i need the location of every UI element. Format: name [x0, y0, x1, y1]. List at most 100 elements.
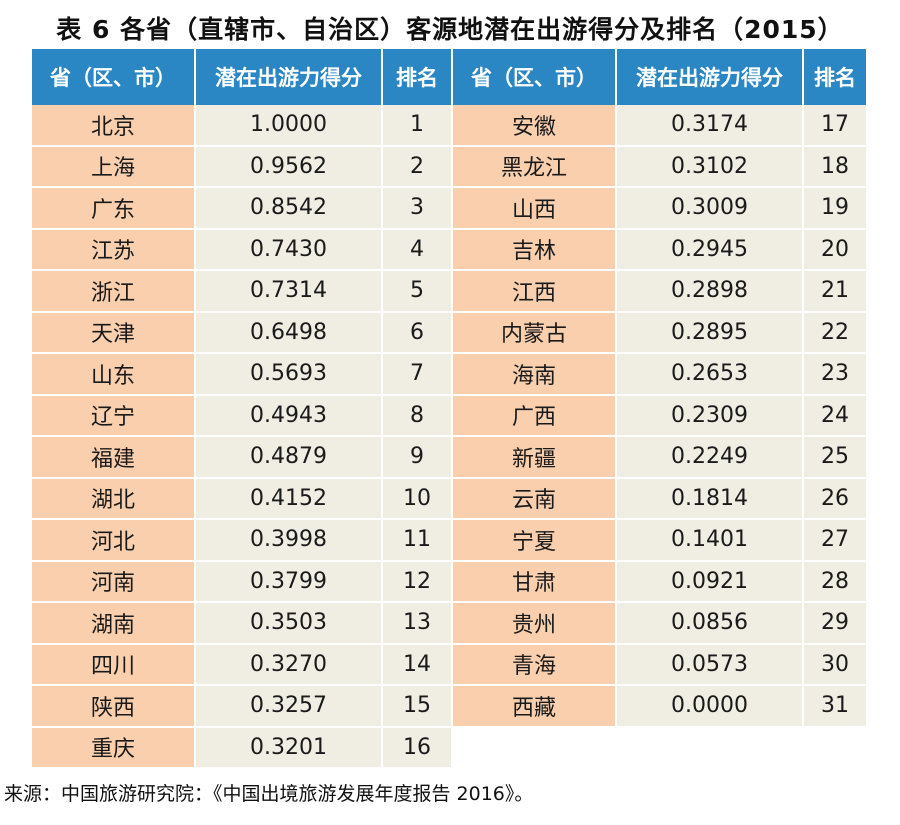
column-header: 省（区、市） — [32, 49, 196, 105]
province-cell: 山东 — [32, 354, 196, 396]
score-cell: 0.4943 — [196, 395, 383, 437]
province-cell: 浙江 — [32, 271, 196, 313]
rank-cell: 31 — [804, 686, 868, 728]
score-cell: 0.2309 — [617, 395, 804, 437]
source-note: 来源：中国旅游研究院：《中国出境旅游发展年度报告 2016》。 — [4, 783, 534, 805]
province-cell: 重庆 — [32, 727, 196, 769]
province-cell: 陕西 — [32, 686, 196, 728]
score-cell: 0.2895 — [617, 312, 804, 354]
province-cell: 福建 — [32, 437, 196, 479]
ranking-table: 省（区、市） 潜在出游力得分 排名 省（区、市） 潜在出游力得分 排名 北京 1.0000 1 安… — [32, 49, 868, 769]
score-cell: 0.7430 — [196, 229, 383, 271]
score-cell: 0.3174 — [617, 105, 804, 147]
score-cell: 0.0573 — [617, 644, 804, 686]
rank-cell: 11 — [383, 520, 453, 562]
score-cell: 0.3998 — [196, 520, 383, 562]
province-cell: 新疆 — [453, 437, 617, 479]
score-cell: 0.2898 — [617, 271, 804, 313]
rank-cell: 28 — [804, 561, 868, 603]
province-cell: 广西 — [453, 395, 617, 437]
score-cell: 0.0921 — [617, 561, 804, 603]
province-cell: 辽宁 — [32, 395, 196, 437]
score-cell: 0.0000 — [617, 686, 804, 728]
province-cell: 湖北 — [32, 478, 196, 520]
province-cell: 内蒙古 — [453, 312, 617, 354]
province-cell: 北京 — [32, 105, 196, 147]
rank-cell: 24 — [804, 395, 868, 437]
score-cell: 0.9562 — [196, 146, 383, 188]
rank-cell: 13 — [383, 603, 453, 645]
rank-cell: 25 — [804, 437, 868, 479]
province-cell: 江西 — [453, 271, 617, 313]
province-cell: 天津 — [32, 312, 196, 354]
score-cell: 0.2249 — [617, 437, 804, 479]
score-cell: 0.6498 — [196, 312, 383, 354]
score-cell: 0.4879 — [196, 437, 383, 479]
rank-cell: 27 — [804, 520, 868, 562]
rank-cell: 19 — [804, 188, 868, 230]
province-cell: 江苏 — [32, 229, 196, 271]
province-cell: 四川 — [32, 644, 196, 686]
rank-cell: 7 — [383, 354, 453, 396]
rank-cell: 5 — [383, 271, 453, 313]
score-cell: 0.8542 — [196, 188, 383, 230]
rank-cell: 15 — [383, 686, 453, 728]
score-cell: 0.1814 — [617, 478, 804, 520]
province-cell: 青海 — [453, 644, 617, 686]
empty-cell — [617, 727, 804, 769]
score-cell: 0.4152 — [196, 478, 383, 520]
province-cell: 湖南 — [32, 603, 196, 645]
province-cell: 吉林 — [453, 229, 617, 271]
score-cell: 0.3799 — [196, 561, 383, 603]
score-cell: 0.5693 — [196, 354, 383, 396]
column-header: 排名 — [383, 49, 453, 105]
empty-cell — [804, 727, 868, 769]
empty-cell — [453, 727, 617, 769]
rank-cell: 1 — [383, 105, 453, 147]
rank-cell: 14 — [383, 644, 453, 686]
rank-cell: 23 — [804, 354, 868, 396]
province-cell: 宁夏 — [453, 520, 617, 562]
rank-cell: 10 — [383, 478, 453, 520]
score-cell: 0.0856 — [617, 603, 804, 645]
score-cell: 0.3102 — [617, 146, 804, 188]
score-cell: 0.1401 — [617, 520, 804, 562]
column-header: 省（区、市） — [453, 49, 617, 105]
rank-cell: 18 — [804, 146, 868, 188]
rank-cell: 30 — [804, 644, 868, 686]
rank-cell: 17 — [804, 105, 868, 147]
score-cell: 0.3257 — [196, 686, 383, 728]
province-cell: 上海 — [32, 146, 196, 188]
column-header: 潜在出游力得分 — [617, 49, 804, 105]
province-cell: 海南 — [453, 354, 617, 396]
rank-cell: 26 — [804, 478, 868, 520]
score-cell: 0.7314 — [196, 271, 383, 313]
score-cell: 1.0000 — [196, 105, 383, 147]
province-cell: 河北 — [32, 520, 196, 562]
province-cell: 河南 — [32, 561, 196, 603]
rank-cell: 22 — [804, 312, 868, 354]
province-cell: 黑龙江 — [453, 146, 617, 188]
rank-cell: 4 — [383, 229, 453, 271]
score-cell: 0.2945 — [617, 229, 804, 271]
rank-cell: 6 — [383, 312, 453, 354]
province-cell: 广东 — [32, 188, 196, 230]
table-title: 表 6 各省（直辖市、自治区）客源地潜在出游得分及排名（2015） — [56, 15, 844, 44]
rank-cell: 9 — [383, 437, 453, 479]
province-cell: 甘肃 — [453, 561, 617, 603]
rank-cell: 8 — [383, 395, 453, 437]
rank-cell: 16 — [383, 727, 453, 769]
province-cell: 山西 — [453, 188, 617, 230]
rank-cell: 2 — [383, 146, 453, 188]
column-header: 潜在出游力得分 — [196, 49, 383, 105]
province-cell: 云南 — [453, 478, 617, 520]
province-cell: 贵州 — [453, 603, 617, 645]
rank-cell: 21 — [804, 271, 868, 313]
column-header: 排名 — [804, 49, 868, 105]
rank-cell: 3 — [383, 188, 453, 230]
rank-cell: 20 — [804, 229, 868, 271]
score-cell: 0.2653 — [617, 354, 804, 396]
province-cell: 安徽 — [453, 105, 617, 147]
score-cell: 0.3201 — [196, 727, 383, 769]
score-cell: 0.3270 — [196, 644, 383, 686]
